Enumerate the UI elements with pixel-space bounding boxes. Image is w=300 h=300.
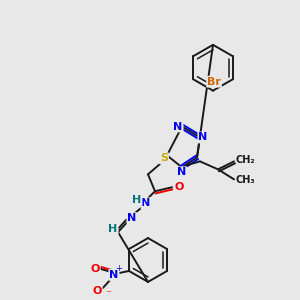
- Text: CH₃: CH₃: [236, 175, 256, 185]
- Text: N: N: [198, 133, 208, 142]
- Text: O: O: [174, 182, 184, 192]
- Text: +: +: [116, 265, 122, 274]
- Text: N: N: [173, 122, 183, 131]
- Text: Br: Br: [207, 77, 221, 87]
- Text: N: N: [177, 167, 187, 177]
- Text: ⁻: ⁻: [105, 289, 111, 299]
- Text: CH₂: CH₂: [236, 155, 256, 165]
- Text: N: N: [141, 198, 151, 208]
- Text: O: O: [90, 264, 100, 274]
- Text: O: O: [92, 286, 102, 296]
- Text: H: H: [108, 224, 118, 234]
- Text: H: H: [132, 195, 142, 205]
- Text: S: S: [160, 153, 168, 164]
- Text: N: N: [128, 213, 136, 223]
- Text: N: N: [109, 270, 119, 280]
